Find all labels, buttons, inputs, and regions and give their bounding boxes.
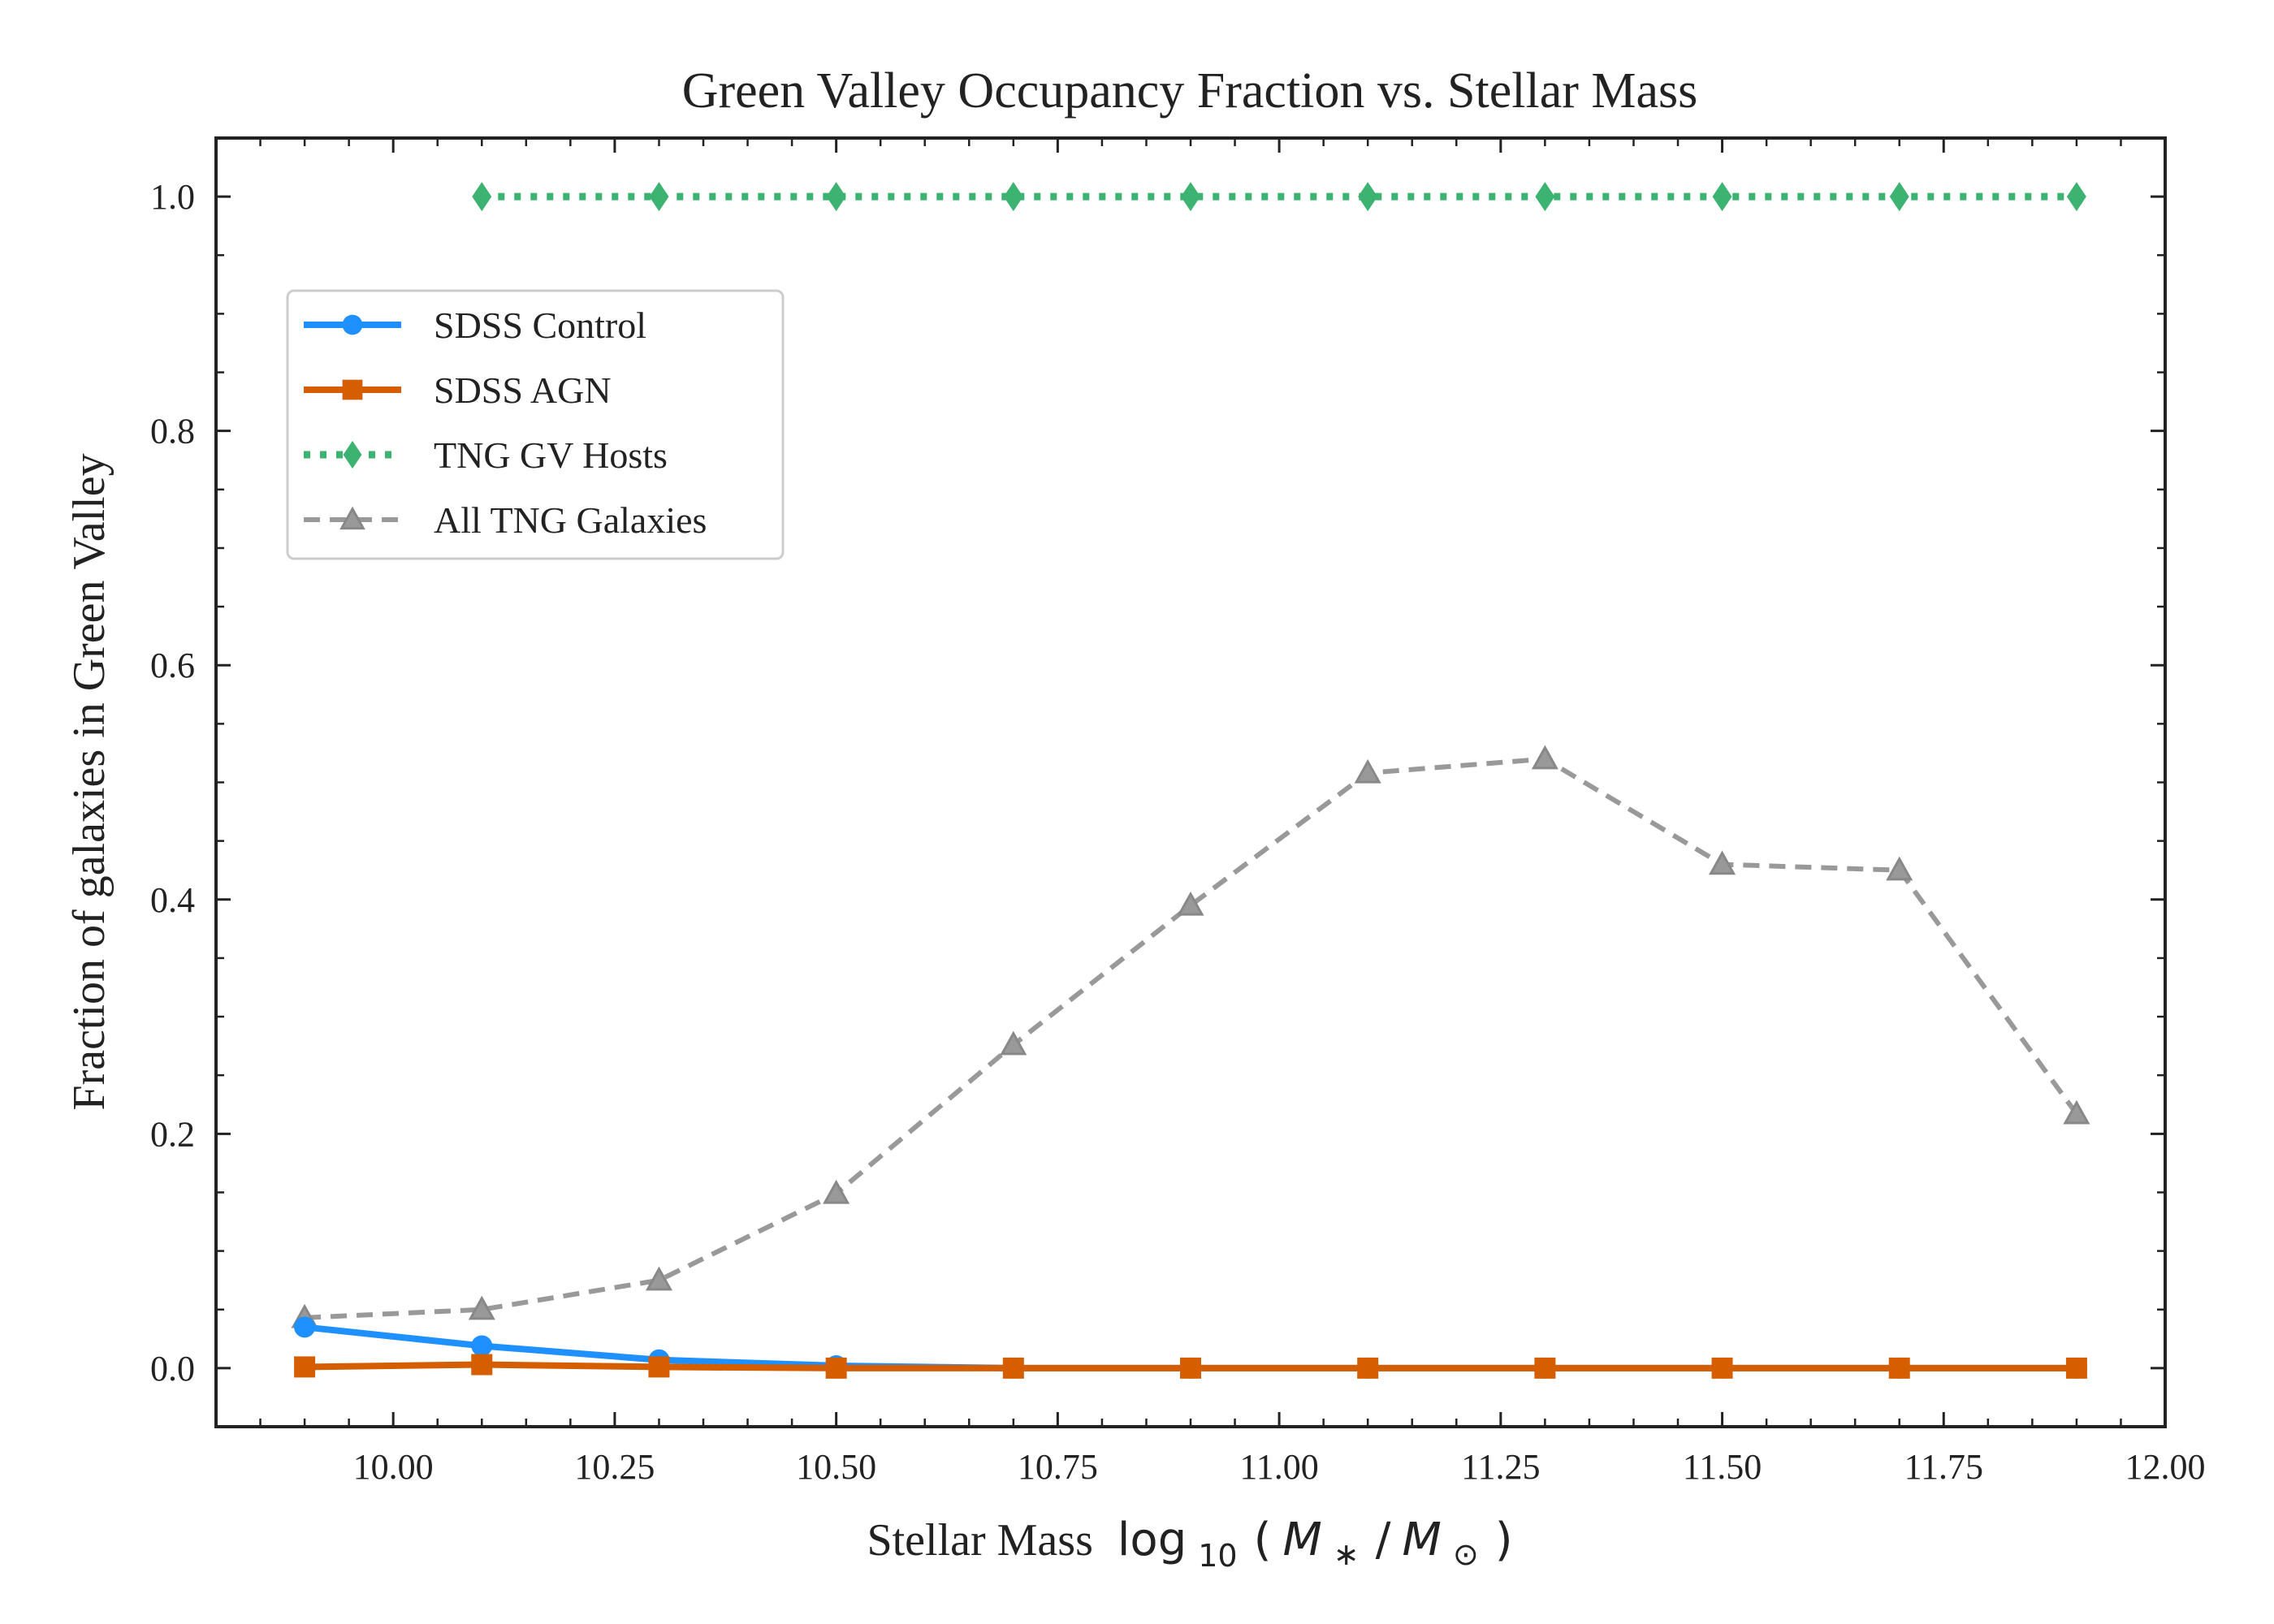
x-axis-label-close: ) [1495,1514,1513,1566]
data-point-all-tng-galaxies [2063,1099,2090,1125]
data-point-tng-gv-hosts [2066,182,2086,212]
data-point-sdss-agn [1357,1357,1379,1379]
data-point-all-tng-galaxies [645,1266,673,1291]
x-axis-label-m2: M [1403,1514,1442,1566]
x-axis-label-open: ( [1254,1514,1272,1566]
legend-label: SDSS Control [434,304,646,346]
x-tick-label: 10.75 [1018,1447,1098,1487]
legend-marker [343,440,362,469]
data-point-sdss-agn [1534,1357,1556,1379]
legend-entry-tng-gv-hosts: TNG GV Hosts [304,434,668,476]
x-tick-label: 10.00 [353,1447,434,1487]
series-tng-gv-hosts [472,182,2086,212]
y-tick-label: 0.0 [150,1349,195,1389]
x-axis-label-text: Stellar Mass [867,1515,1092,1566]
data-point-tng-gv-hosts [1889,182,1909,212]
data-point-all-tng-galaxies [1531,745,1559,770]
legend-marker [339,506,365,530]
legend-marker [342,379,363,400]
data-point-all-tng-galaxies [1177,891,1204,916]
x-axis-label-log: log [1118,1514,1187,1566]
data-point-all-tng-galaxies [1000,1030,1027,1056]
legend-entry-sdss-agn: SDSS AGN [304,369,612,411]
series-line-all-tng-galaxies [304,756,2079,1320]
legend-label: All TNG Galaxies [434,499,707,541]
x-axis-label-sun: ⊙ [1453,1536,1479,1572]
x-tick-label: 10.50 [796,1447,876,1487]
x-axis-label-m1: M [1282,1514,1321,1566]
ticks-layer: 10.00 10.25 10.50 10.75 11.00 11.25 11.50 11.75… [150,138,2206,1487]
data-point-sdss-agn [471,1354,493,1376]
legend-label: SDSS AGN [434,369,612,411]
legend-box [286,289,785,560]
data-point-sdss-control [294,1316,316,1338]
data-point-tng-gv-hosts [1003,182,1023,212]
data-point-all-tng-galaxies [823,1179,850,1204]
data-point-tng-gv-hosts [826,182,846,212]
data-point-tng-gv-hosts [1712,182,1732,212]
legend-entry-all-tng-galaxies: All TNG Galaxies [304,499,707,541]
data-point-sdss-agn [294,1356,316,1378]
data-point-tng-gv-hosts [472,182,492,212]
x-tick-label: 11.00 [1239,1447,1318,1487]
data-point-all-tng-galaxies [1886,856,1913,881]
series-all-tng-galaxies [291,745,2090,1328]
y-tick-label: 0.6 [150,646,195,685]
data-point-all-tng-galaxies [1354,758,1381,784]
data-point-sdss-agn [1180,1357,1201,1379]
data-point-all-tng-galaxies [468,1295,495,1320]
series-sdss-agn [294,1354,2087,1379]
data-point-sdss-agn [648,1356,670,1378]
y-tick-label: 0.4 [150,880,195,920]
x-tick-label: 11.25 [1461,1447,1540,1487]
data-point-tng-gv-hosts [1535,182,1555,212]
data-point-tng-gv-hosts [649,182,669,212]
x-tick-label: 11.50 [1683,1447,1762,1487]
data-point-sdss-agn [1002,1357,1024,1379]
series-layer [291,182,2090,1379]
x-axis-label: Stellar Mass log 10 ( M ∗ / M ⊙ ) [867,1514,1512,1577]
x-axis-label-sub: 10 [1198,1538,1237,1574]
legend: SDSS Control SDSS AGN TNG GV Hosts All TNG … [286,289,785,560]
y-tick-label: 0.2 [150,1114,195,1154]
x-axis-label-star: ∗ [1334,1536,1360,1572]
data-point-sdss-agn [1888,1357,1910,1379]
x-tick-label: 11.75 [1904,1447,1983,1487]
data-point-tng-gv-hosts [1181,182,1200,212]
chart-title: Green Valley Occupancy Fraction vs. Stel… [682,63,1698,119]
data-point-sdss-agn [1711,1357,1733,1379]
y-axis-label: Fraction of galaxies in Green Valley [64,453,115,1110]
y-tick-label: 1.0 [150,177,195,217]
x-tick-label: 12.00 [2125,1447,2206,1487]
y-tick-label: 0.8 [150,412,195,451]
data-point-all-tng-galaxies [1708,850,1736,875]
legend-entry-sdss-control: SDSS Control [304,304,646,346]
legend-marker [342,314,363,335]
x-axis-label-slash: / [1376,1514,1391,1566]
data-point-sdss-agn [2065,1357,2087,1379]
x-tick-label: 10.25 [574,1447,655,1487]
data-point-tng-gv-hosts [1358,182,1378,212]
data-point-sdss-agn [825,1357,847,1379]
data-point-sdss-control [471,1335,493,1357]
legend-label: TNG GV Hosts [434,434,668,476]
